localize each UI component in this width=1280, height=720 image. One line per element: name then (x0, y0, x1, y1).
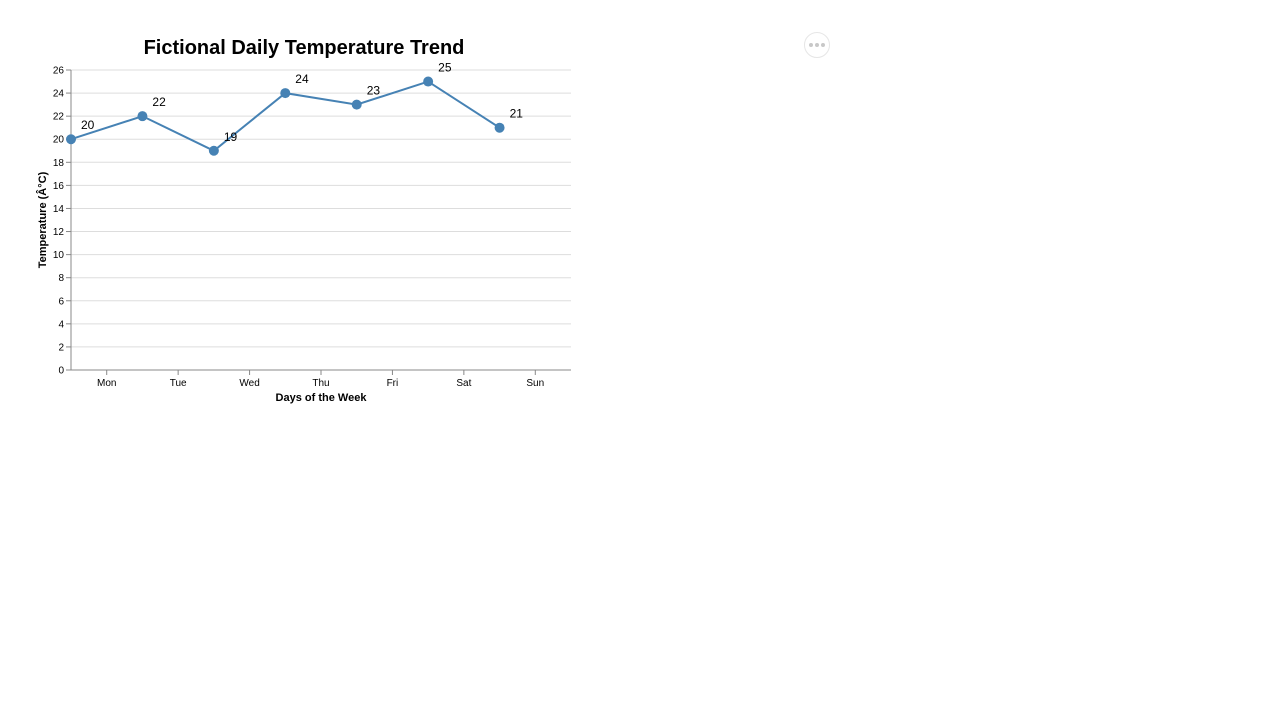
y-tick-label: 20 (53, 135, 65, 146)
x-axis-title: Days of the Week (276, 392, 368, 404)
data-label: 21 (510, 107, 524, 121)
chart-actions-menu-button[interactable] (804, 32, 830, 58)
y-tick-label: 8 (58, 273, 64, 284)
y-tick-label: 0 (58, 366, 64, 377)
data-label: 24 (295, 72, 309, 86)
gridlines (71, 69, 571, 348)
ellipsis-icon (809, 43, 813, 47)
ellipsis-icon (821, 43, 825, 47)
y-tick-label: 16 (53, 181, 65, 192)
data-label: 19 (224, 130, 238, 144)
x-axis-ticks: Mon Tue Wed Thu Fri Sat Sun (97, 370, 544, 389)
data-point (208, 145, 219, 156)
data-point (423, 76, 434, 87)
y-axis-title: Temperature (Â°C) (36, 171, 49, 268)
data-labels: 20 22 19 24 23 25 21 (81, 61, 523, 144)
y-tick-label: 22 (53, 112, 65, 123)
x-tick-label: Fri (387, 378, 399, 389)
data-label: 20 (81, 118, 95, 132)
y-tick-label: 18 (53, 158, 65, 169)
temperature-series (66, 76, 505, 156)
y-tick-label: 6 (58, 296, 64, 307)
y-tick-label: 24 (53, 89, 65, 100)
y-tick-label: 10 (53, 250, 65, 261)
chart-title: Fictional Daily Temperature Trend (144, 37, 465, 59)
x-tick-label: Wed (239, 378, 259, 389)
x-tick-label: Tue (170, 378, 187, 389)
x-tick-label: Mon (97, 378, 116, 389)
data-point (351, 99, 362, 110)
x-tick-label: Sun (526, 378, 544, 389)
data-point (280, 88, 291, 99)
data-point (494, 122, 505, 133)
x-tick-label: Thu (312, 378, 329, 389)
data-label: 22 (152, 95, 166, 109)
y-tick-label: 4 (58, 319, 64, 330)
data-point (66, 134, 76, 145)
y-tick-label: 2 (58, 342, 64, 353)
data-point (137, 111, 148, 122)
data-label: 23 (367, 84, 381, 98)
y-tick-label: 26 (53, 66, 65, 77)
x-tick-label: Sat (456, 378, 471, 389)
y-tick-label: 12 (53, 227, 65, 238)
y-tick-label: 14 (53, 204, 65, 215)
ellipsis-icon (815, 43, 819, 47)
data-label: 25 (438, 61, 452, 75)
